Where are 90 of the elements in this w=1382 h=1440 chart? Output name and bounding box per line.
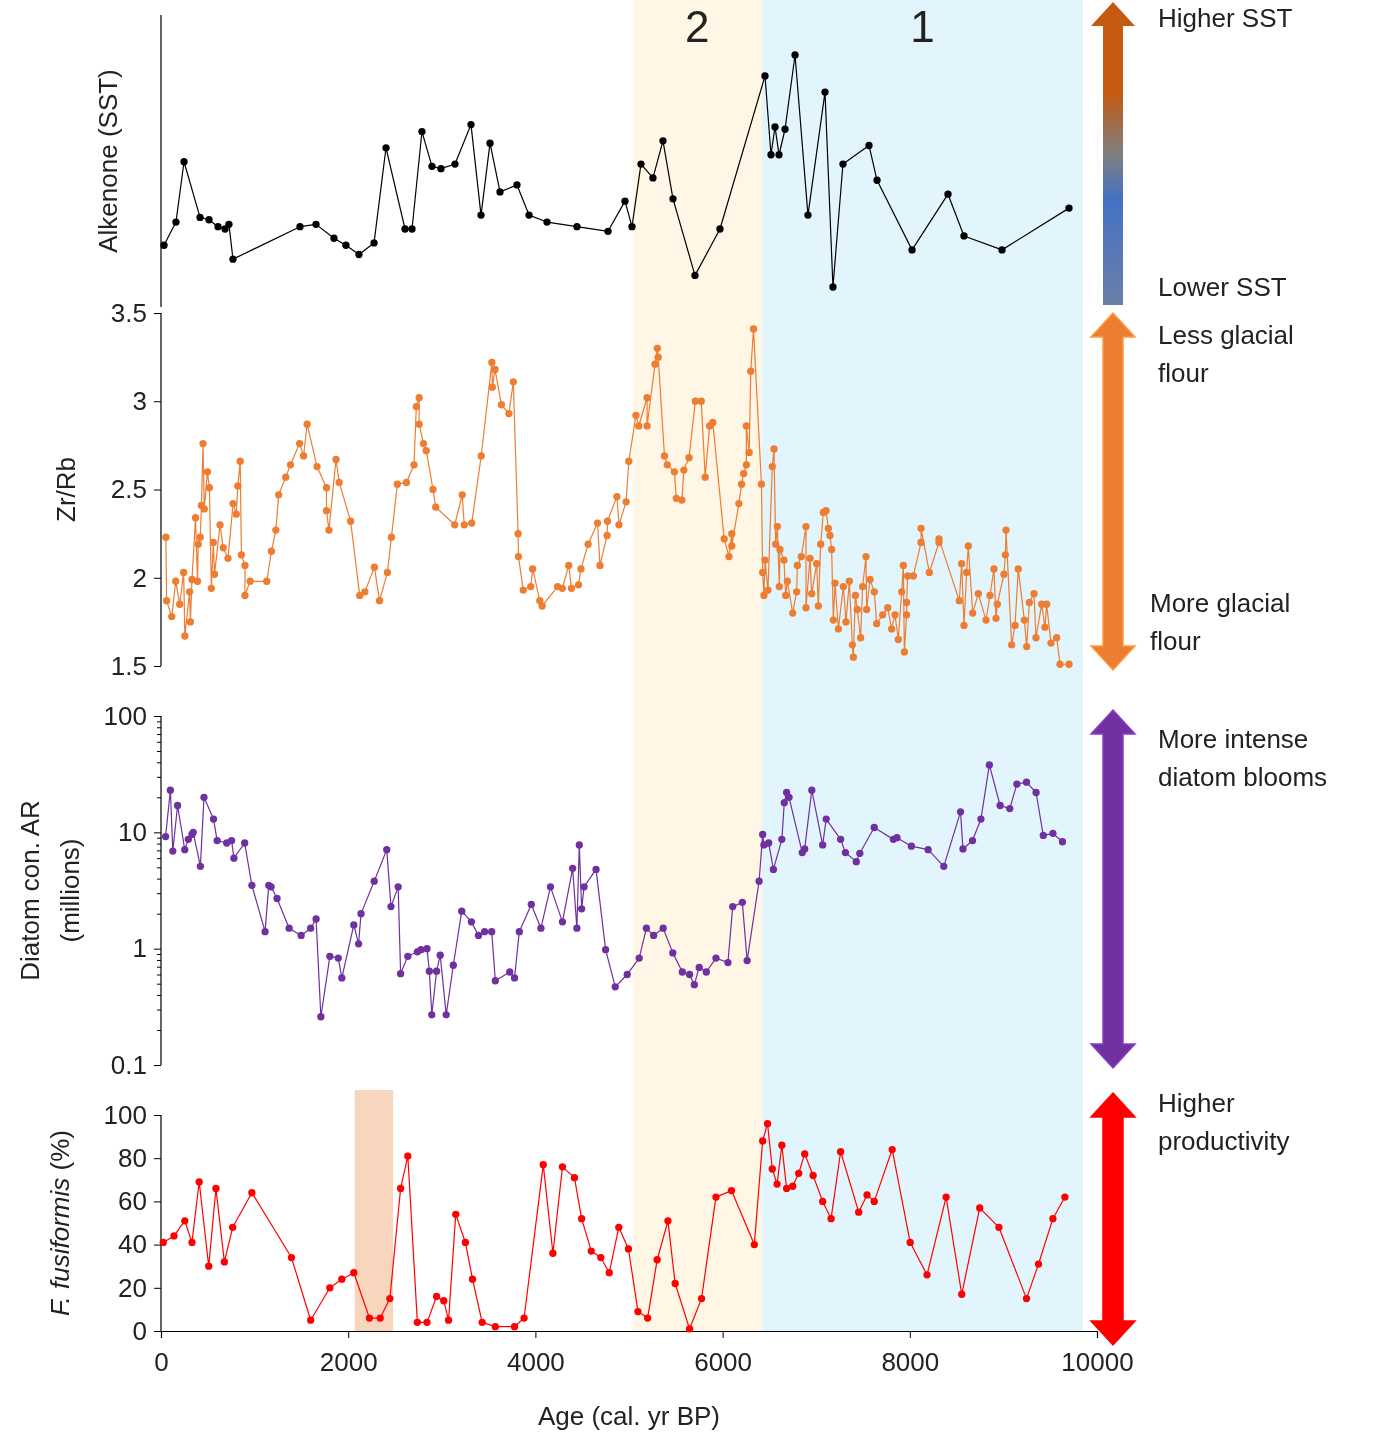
- y-tick-label: 0.1: [110, 1049, 147, 1080]
- y-tick-label: 3.5: [110, 297, 147, 328]
- point: [573, 223, 581, 231]
- point: [330, 234, 338, 242]
- point: [781, 125, 789, 133]
- point: [214, 223, 222, 231]
- x-tick-label: 6000: [694, 1347, 753, 1378]
- point: [669, 195, 677, 203]
- point: [998, 246, 1006, 254]
- point: [908, 246, 916, 254]
- point: [312, 220, 320, 229]
- point: [355, 250, 363, 259]
- y-tick-label: 1.5: [110, 650, 147, 681]
- point: [221, 225, 229, 233]
- point: [839, 160, 847, 168]
- point: [296, 223, 304, 231]
- point: [767, 151, 775, 159]
- text: Higher SST: [1158, 2, 1293, 33]
- x-tick-label: 2000: [319, 1347, 378, 1378]
- point: [716, 225, 724, 233]
- point: [621, 197, 629, 205]
- point: [342, 241, 350, 249]
- point: [496, 188, 504, 196]
- point: [775, 151, 783, 159]
- y-tick-label: 20: [118, 1272, 147, 1303]
- point: [418, 127, 426, 136]
- point: [172, 218, 180, 226]
- point: [960, 232, 968, 240]
- y-tick-label: 40: [118, 1229, 147, 1260]
- point: [370, 239, 378, 247]
- y-axis-title: Zr/Rb: [50, 457, 81, 522]
- point: [513, 181, 521, 189]
- band-label: 1: [910, 2, 935, 51]
- point: [804, 211, 812, 219]
- text: More intense diatom blooms: [1158, 723, 1328, 792]
- point: [829, 283, 837, 291]
- text: Lower SST: [1158, 271, 1287, 302]
- point: [543, 218, 551, 226]
- y-tick-label: 100: [103, 1099, 147, 1130]
- point: [628, 223, 636, 231]
- point: [225, 220, 233, 229]
- y-tick-label: 3: [132, 386, 147, 417]
- point: [791, 51, 799, 59]
- y-axis-title: Alkenone (SST): [92, 69, 123, 253]
- point: [659, 137, 667, 145]
- y-axis-title: F. fusiformis (%): [44, 1130, 75, 1316]
- point: [437, 165, 445, 173]
- y-tick-label: 80: [118, 1143, 147, 1174]
- x-axis-title: Age (cal. yr BP): [537, 1400, 721, 1431]
- point: [637, 160, 645, 168]
- point: [944, 190, 952, 198]
- point: [451, 160, 459, 168]
- point: [401, 225, 409, 233]
- point: [691, 271, 699, 280]
- x-tick-label: 4000: [506, 1347, 565, 1378]
- x-tick-label: 10000: [1061, 1347, 1134, 1378]
- y-tick-label: 10: [118, 817, 147, 848]
- point: [865, 141, 873, 150]
- y-tick-label: 60: [118, 1186, 147, 1217]
- point: [873, 176, 881, 184]
- y-tick-label: 1: [132, 933, 147, 964]
- y-tick-label: 0: [132, 1315, 147, 1346]
- text: Higher productivity: [1158, 1087, 1290, 1156]
- point: [467, 120, 475, 129]
- point: [160, 241, 168, 249]
- point: [486, 139, 494, 147]
- point: [382, 144, 390, 152]
- point: [1065, 204, 1073, 212]
- x-tick-label: 0: [154, 1347, 169, 1378]
- point: [196, 213, 204, 222]
- point: [180, 158, 188, 166]
- text: More glacial flour: [1150, 587, 1291, 656]
- point: [477, 211, 485, 219]
- point: [428, 162, 436, 171]
- band-label: 2: [685, 2, 710, 51]
- y-axis-title: Diatom con. AR (millions): [14, 800, 85, 981]
- point: [649, 174, 657, 182]
- point: [525, 211, 533, 219]
- point: [761, 72, 769, 80]
- y-tick-label: 100: [103, 700, 147, 731]
- point: [821, 88, 829, 96]
- point: [229, 255, 237, 263]
- y-tick-label: 2: [132, 562, 147, 593]
- point: [408, 225, 416, 233]
- point: [205, 216, 213, 224]
- point: [604, 227, 612, 235]
- point: [771, 123, 779, 131]
- x-tick-label: 8000: [881, 1347, 940, 1378]
- y-tick-label: 2.5: [110, 474, 147, 505]
- text: Less glacial flour: [1158, 319, 1294, 388]
